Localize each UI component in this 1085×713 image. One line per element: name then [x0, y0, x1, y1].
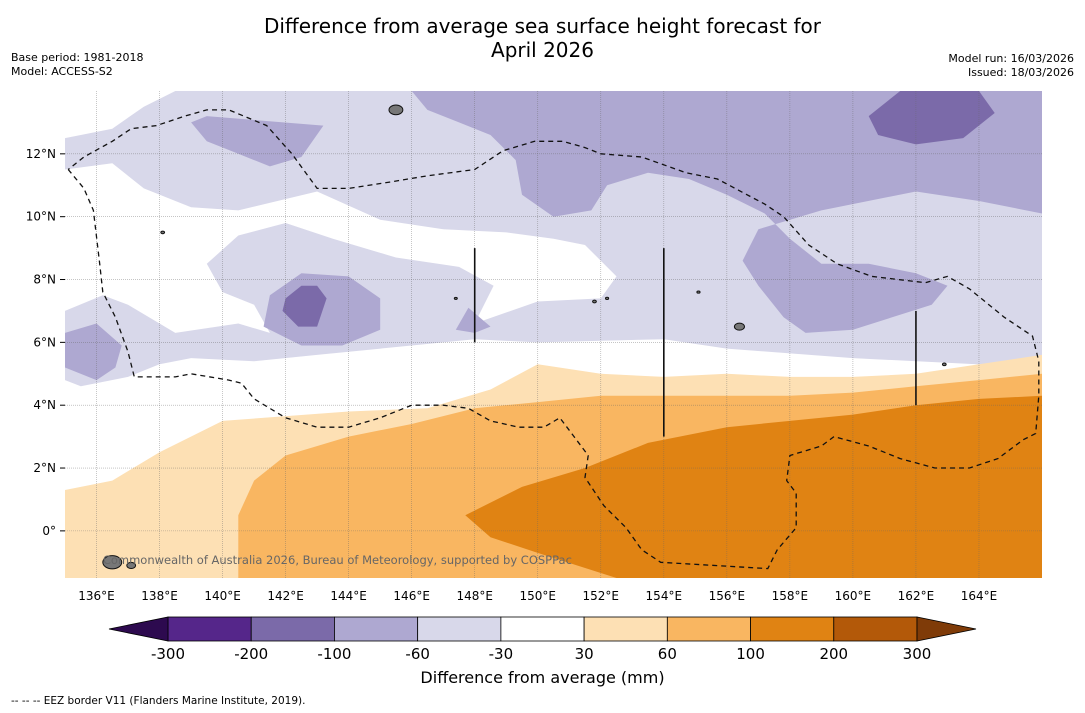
contour-region-medium-purple-north — [411, 91, 1042, 333]
y-tick-label: 2°N — [33, 461, 56, 475]
contour-region-medium-purple-patch-c — [65, 323, 122, 381]
x-tick-label: 150°E — [519, 589, 556, 603]
colorbar-label: Difference from average (mm) — [420, 668, 665, 687]
x-tick-label: 140°E — [204, 589, 241, 603]
x-tick-label: 152°E — [583, 589, 620, 603]
x-tick-label: 136°E — [78, 589, 115, 603]
island-5 — [605, 296, 610, 300]
colorbar-tick-label: -100 — [317, 645, 351, 663]
model-text: Model: ACCESS-S2 — [11, 65, 113, 78]
contour-region-white-band-west — [65, 163, 617, 333]
colorbar-segment — [500, 616, 585, 642]
contour-region-white-corner-top-left — [65, 91, 176, 139]
island-1 — [733, 322, 745, 331]
colorbar-segment — [750, 616, 835, 642]
island-6 — [160, 230, 166, 235]
colorbar-tick-label: 60 — [658, 645, 677, 663]
island-0 — [388, 104, 404, 116]
x-tick-label: 142°E — [267, 589, 304, 603]
x-tick-label: 144°E — [330, 589, 367, 603]
colorbar-extend-high — [916, 616, 977, 642]
y-tick-label: 12°N — [26, 147, 56, 161]
colorbar-extend-low — [108, 616, 169, 642]
colorbar-segment — [666, 616, 751, 642]
island-7 — [941, 362, 947, 367]
contour-region-medium-purple-patch-a — [191, 116, 324, 167]
colorbar-tick-label: -200 — [234, 645, 268, 663]
chart-title: Difference from average sea surface heig… — [0, 14, 1085, 62]
x-tick-label: 154°E — [646, 589, 683, 603]
contour-region-dark-purple-patch-b — [282, 285, 327, 327]
colorbar-tick-label: 300 — [903, 645, 932, 663]
title-line-2: April 2026 — [491, 38, 594, 62]
title-line-1: Difference from average sea surface heig… — [263, 14, 822, 38]
island-9 — [126, 561, 137, 570]
y-tick-label: 6°N — [33, 335, 56, 349]
x-tick-label: 138°E — [141, 589, 178, 603]
colorbar-tick-label: -300 — [151, 645, 185, 663]
y-tick-label: 10°N — [26, 210, 56, 224]
y-tick-label: 4°N — [33, 398, 56, 412]
contour-region-dark-orange-band — [465, 395, 1042, 578]
colorbar-segment — [583, 616, 668, 642]
x-tick-label: 156°E — [709, 589, 746, 603]
colorbar-segment — [250, 616, 335, 642]
colorbar-segment — [833, 616, 918, 642]
island-2 — [696, 290, 701, 294]
x-tick-label: 158°E — [772, 589, 809, 603]
x-tick-label: 164°E — [961, 589, 998, 603]
attribution-text: Commonwealth of Australia 2026, Bureau o… — [103, 553, 572, 567]
issued-text: Issued: 18/03/2026 — [967, 66, 1074, 79]
x-tick-label: 146°E — [393, 589, 430, 603]
contour-region-medium-purple-patch-d — [455, 307, 491, 333]
contour-region-dark-purple-patch-a — [868, 91, 995, 145]
y-tick-label: 8°N — [33, 273, 56, 287]
eez-border-line — [67, 109, 1040, 570]
x-tick-label: 148°E — [456, 589, 493, 603]
model-run-block: Model run: 16/03/2026 Issued: 18/03/2026 — [948, 52, 1074, 80]
y-tick-label: 0° — [42, 524, 56, 538]
base-period-block: Base period: 1981-2018 Model: ACCESS-S2 — [11, 51, 143, 79]
island-3 — [453, 296, 458, 300]
island-4 — [592, 299, 597, 304]
colorbar-tick-label: -30 — [489, 645, 514, 663]
colorbar-segment — [417, 616, 502, 642]
colorbar-tick-label: 200 — [819, 645, 848, 663]
base-period-text: Base period: 1981-2018 — [11, 51, 144, 64]
colorbar-tick-label: -60 — [405, 645, 430, 663]
colorbar-tick-label: 100 — [736, 645, 765, 663]
x-tick-label: 160°E — [835, 589, 872, 603]
island-8 — [102, 555, 123, 570]
plot-layers: Commonwealth of Australia 2026, Bureau o… — [65, 91, 1042, 578]
model-run-text: Model run: 16/03/2026 — [948, 52, 1074, 65]
colorbar-segment — [167, 616, 252, 642]
x-tick-label: 162°E — [898, 589, 935, 603]
eez-footnote: -- -- -- EEZ border V11 (Flanders Marine… — [11, 695, 306, 707]
colorbar-segment — [334, 616, 419, 642]
colorbar-tick-label: 30 — [575, 645, 594, 663]
